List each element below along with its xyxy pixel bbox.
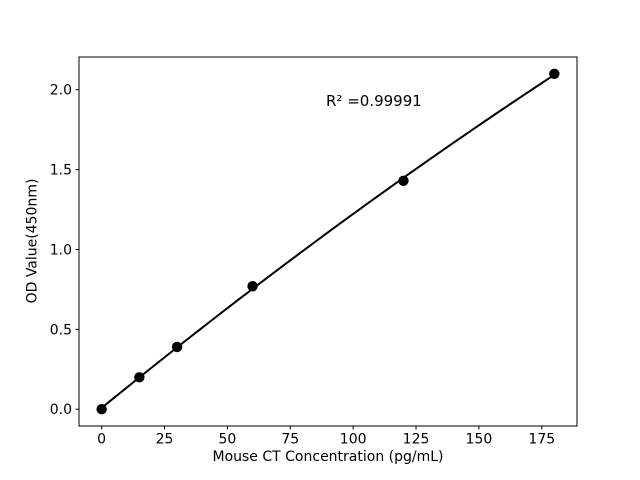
fit-line [100,73,556,409]
data-point [134,372,145,383]
data-point [96,404,107,415]
axes-border [78,56,578,427]
x-tick-label: 75 [281,432,299,448]
y-tick-label: 0.5 [50,322,72,338]
x-tick-label: 100 [340,432,367,448]
data-point [398,175,409,186]
x-tick-label: 175 [528,432,555,448]
data-point [247,281,258,292]
y-tick-label: 1.0 [50,242,72,258]
x-tick-label: 50 [218,432,236,448]
x-tick-label: 125 [403,432,430,448]
y-tick-label: 1.5 [50,163,72,179]
x-tick-label: 150 [466,432,493,448]
y-axis-label: OD Value(450nm) [24,178,41,304]
y-tick-label: 0.0 [50,402,72,418]
x-tick-label: 25 [156,432,174,448]
y-tick-label: 2.0 [50,83,72,99]
r-squared-annotation: R² =0.99991 [326,92,422,110]
data-point [549,68,560,79]
x-tick-label: 0 [97,432,106,448]
data-point [171,341,183,353]
x-axis-label: Mouse CT Concentration (pg/mL) [212,449,444,465]
